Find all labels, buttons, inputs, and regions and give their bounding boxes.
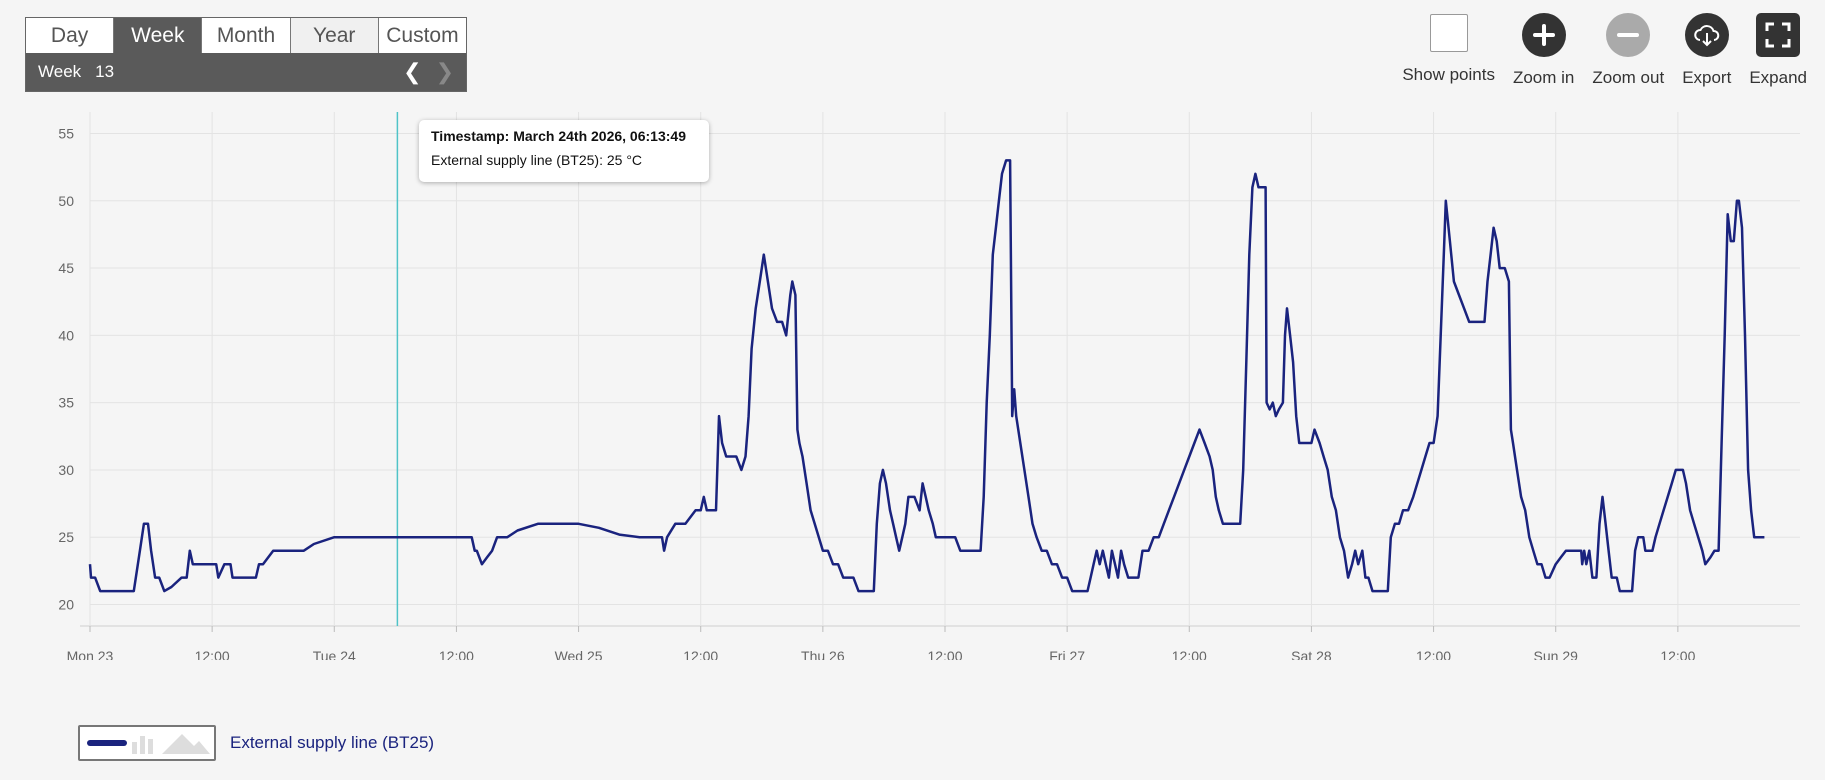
zoom-in-icon <box>1521 13 1566 57</box>
cloud-download-icon <box>1684 13 1729 57</box>
y-tick-label: 45 <box>58 260 74 276</box>
x-tick-label: Sun 29 <box>1534 648 1579 660</box>
y-tick-label: 20 <box>58 597 74 613</box>
legend-label: External supply line (BT25) <box>230 733 435 752</box>
tab-custom[interactable]: Custom <box>378 18 467 53</box>
x-tick-label: Thu 26 <box>801 648 845 660</box>
y-tick-label: 50 <box>58 193 74 209</box>
x-tick-label: 12:00 <box>1416 648 1451 660</box>
tab-month[interactable]: Month <box>202 18 291 53</box>
zoom-out-label: Zoom out <box>1592 68 1665 87</box>
x-tick-label: 12:00 <box>927 648 962 660</box>
tooltip-timestamp: Timestamp: March 24th 2026, 06:13:49 <box>431 128 686 144</box>
x-tick-label: Sat 28 <box>1291 648 1332 660</box>
chart-grid <box>80 112 1800 632</box>
tab-day[interactable]: Day <box>26 18 115 53</box>
line-chart[interactable]: 20 25 30 35 40 45 50 55 Mon 23 12:00 Tue 24 12:00 W… <box>0 100 1825 660</box>
x-tick-label: 12:00 <box>683 648 718 660</box>
show-points-checkbox[interactable] <box>1429 14 1468 52</box>
zoom-out-icon <box>1606 13 1651 57</box>
x-tick-label: 12:00 <box>1172 648 1207 660</box>
legend-series-style-icon[interactable] <box>78 725 216 761</box>
expand-label: Expand <box>1749 68 1807 87</box>
x-tick-label: 12:00 <box>195 648 230 660</box>
zoom-in-label: Zoom in <box>1512 68 1575 87</box>
period-selector: Day Week Month Year Custom Week 13 ❮ ❯ <box>25 17 467 92</box>
week-label: Week <box>38 62 82 81</box>
zoom-in-button[interactable]: Zoom in <box>1513 12 1574 88</box>
y-tick-label: 55 <box>58 125 74 141</box>
week-number: 13 <box>95 62 115 81</box>
hover-tooltip: Timestamp: March 24th 2026, 06:13:49 Ext… <box>419 120 709 182</box>
expand-button[interactable]: Expand <box>1749 12 1807 88</box>
tab-week[interactable]: Week <box>114 18 203 53</box>
y-tick-label: 40 <box>58 327 74 343</box>
x-axis-ticks: Mon 23 12:00 Tue 24 12:00 Wed 25 12:00 Thu 26 1… <box>67 648 1696 660</box>
chart-toolbar: Show points Zoom in Zoom out Export <box>1402 12 1807 88</box>
y-tick-label: 35 <box>58 395 74 411</box>
x-tick-label: 12:00 <box>439 648 474 660</box>
show-points-label: Show points <box>1402 65 1495 84</box>
x-tick-label: Mon 23 <box>67 648 114 660</box>
chart-legend[interactable]: External supply line (BT25) <box>78 725 434 761</box>
y-tick-label: 25 <box>58 529 74 545</box>
zoom-out-button[interactable]: Zoom out <box>1592 12 1664 88</box>
tooltip-value: External supply line (BT25): 25 °C <box>431 152 643 168</box>
previous-week-icon[interactable]: ❮ <box>403 59 422 84</box>
export-label: Export <box>1682 68 1732 87</box>
period-tabs: Day Week Month Year Custom <box>26 18 467 53</box>
x-tick-label: Wed 25 <box>555 648 603 660</box>
series-line-bt25 <box>88 159 1765 593</box>
x-tick-label: 12:00 <box>1660 648 1695 660</box>
tab-year[interactable]: Year <box>290 18 379 53</box>
export-button[interactable]: Export <box>1682 12 1731 88</box>
x-tick-label: Tue 24 <box>313 648 356 660</box>
week-navigator: Week 13 ❮ ❯ <box>26 53 466 91</box>
show-points-toggle[interactable]: Show points <box>1402 12 1495 85</box>
y-tick-label: 30 <box>58 462 74 478</box>
x-tick-label: Fri 27 <box>1049 648 1085 660</box>
y-axis-ticks: 20 25 30 35 40 45 50 55 <box>58 125 74 612</box>
expand-icon <box>1756 13 1801 57</box>
next-week-icon[interactable]: ❯ <box>435 59 454 84</box>
